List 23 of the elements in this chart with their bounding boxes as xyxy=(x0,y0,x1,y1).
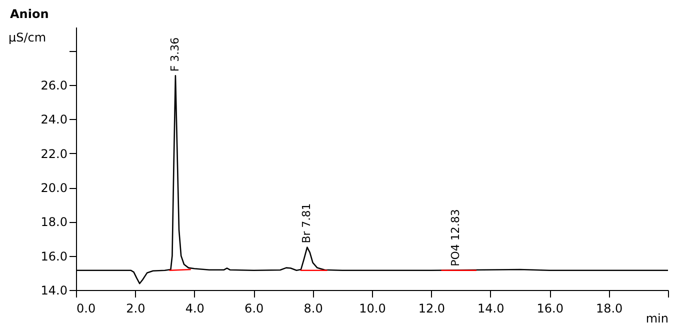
y-axis-title: µS/cm xyxy=(8,30,46,44)
x-tick-label: 6.0 xyxy=(244,302,264,316)
annotation: Br 7.81 xyxy=(300,203,314,244)
y-tick-label: 26.0 xyxy=(40,78,68,93)
x-tick-label: 12.0 xyxy=(418,302,446,316)
x-tick-label: 16.0 xyxy=(536,302,564,316)
y-tick-label: 14.0 xyxy=(40,284,68,298)
x-tick-label: 2.0 xyxy=(126,302,146,316)
x-tick-label: 8.0 xyxy=(304,302,323,316)
annotation: F 3.36 xyxy=(168,37,182,72)
annotation: PO4 12.83 xyxy=(448,209,462,266)
y-tick-label: 18.0 xyxy=(40,215,68,230)
x-axis-title: min xyxy=(646,312,668,325)
y-tick-label: 24.0 xyxy=(40,112,68,127)
x-tick-label: 0.0 xyxy=(76,302,96,316)
x-tick-label: 10.0 xyxy=(359,302,386,316)
chart-title: Anion xyxy=(10,7,49,21)
y-tick-label: 20.0 xyxy=(40,181,68,196)
y-tick-label: 22.0 xyxy=(40,146,68,161)
y-tick-label: 16.0 xyxy=(40,249,68,264)
x-tick-label: 14.0 xyxy=(478,302,504,316)
x-tick-label: 4.0 xyxy=(185,302,204,316)
x-tick-label: 18.0 xyxy=(596,302,623,316)
